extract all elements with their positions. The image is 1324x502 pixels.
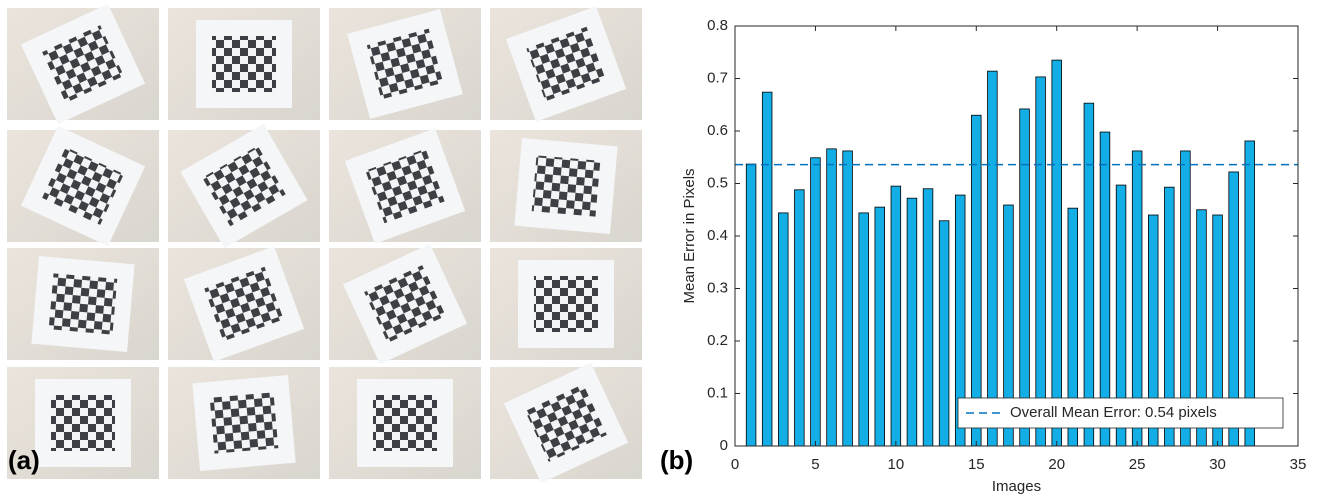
y-tick-label: 0.5 <box>707 174 728 191</box>
bar <box>827 149 837 446</box>
x-tick-label: 15 <box>968 456 985 473</box>
bar <box>1084 103 1094 446</box>
y-tick-label: 0 <box>720 437 728 454</box>
x-tick-label: 0 <box>731 456 739 473</box>
bar <box>843 151 853 446</box>
checkerboard <box>51 395 115 451</box>
photo <box>168 246 320 362</box>
checkerboard <box>212 36 276 92</box>
bar <box>859 213 869 446</box>
bar <box>907 198 917 446</box>
photo <box>490 6 642 122</box>
board <box>35 379 131 467</box>
photo <box>490 363 642 483</box>
bar <box>1020 109 1030 446</box>
bar <box>891 186 901 446</box>
checkerboard <box>373 395 437 451</box>
y-tick-label: 0.2 <box>707 332 728 349</box>
checkerboard <box>534 276 598 332</box>
x-tick-label: 30 <box>1209 456 1226 473</box>
photo <box>7 4 159 124</box>
x-axis-label: Images <box>992 478 1041 495</box>
y-tick-label: 0.3 <box>707 279 728 296</box>
photo <box>168 367 320 479</box>
bar <box>778 213 788 446</box>
bar <box>988 71 998 446</box>
board <box>196 20 292 108</box>
bar <box>811 158 821 446</box>
photo <box>490 248 642 360</box>
figure: (a) (b) 0 0.1 0.2 0.3 0.4 0.5 0.6 0.7 0.8 0 5 10 15 2… <box>0 0 1324 497</box>
y-tick-label: 0.7 <box>707 69 728 86</box>
photo <box>168 124 320 248</box>
bar <box>1052 60 1062 446</box>
board <box>357 379 453 467</box>
bar <box>762 92 772 446</box>
x-tick-label: 20 <box>1048 456 1065 473</box>
x-tick-label: 25 <box>1129 456 1146 473</box>
legend-label: Overall Mean Error: 0.54 pixels <box>1010 404 1217 421</box>
x-tick-label: 35 <box>1290 456 1307 473</box>
photo <box>329 244 481 364</box>
photo-grid <box>7 4 642 483</box>
photo <box>329 8 481 120</box>
photo <box>168 8 320 120</box>
bar <box>795 190 805 446</box>
y-tick-label: 0.4 <box>707 227 728 244</box>
photo <box>7 126 159 246</box>
y-tick-label: 0.1 <box>707 384 728 401</box>
board <box>31 256 134 352</box>
checkerboard <box>49 273 118 334</box>
x-tick-label: 10 <box>888 456 905 473</box>
bar <box>1036 77 1046 446</box>
photo <box>490 130 642 242</box>
checkerboard <box>532 155 601 216</box>
checkerboard <box>210 392 279 453</box>
bar <box>923 189 933 446</box>
bar <box>746 164 756 446</box>
y-tick-label: 0.6 <box>707 122 728 139</box>
y-axis-label: Mean Error in Pixels <box>681 168 698 303</box>
photo <box>329 128 481 244</box>
board <box>518 260 614 348</box>
x-tick-label: 5 <box>811 456 819 473</box>
photo <box>7 248 159 360</box>
bar <box>939 221 949 446</box>
y-tick-label: 0.8 <box>707 17 728 34</box>
board <box>514 138 617 234</box>
panel-label: (a) <box>8 445 40 475</box>
board <box>192 375 295 471</box>
panel-label: (b) <box>660 445 693 475</box>
bar <box>875 207 885 446</box>
photo <box>329 367 481 479</box>
